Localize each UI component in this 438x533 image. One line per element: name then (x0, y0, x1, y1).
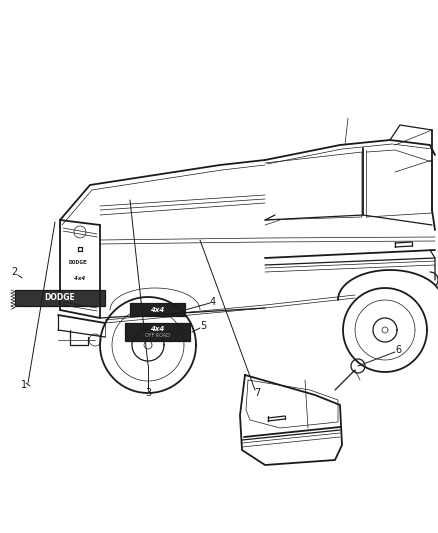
Text: 7: 7 (254, 388, 260, 398)
Text: 4x4: 4x4 (74, 276, 85, 280)
Text: 4x4: 4x4 (150, 326, 165, 332)
Bar (15, 290, 105, 306)
Text: OFF ROAD: OFF ROAD (145, 334, 170, 338)
Text: 5: 5 (200, 321, 206, 331)
Text: 1: 1 (21, 380, 27, 390)
Bar (125, 323, 190, 341)
Bar (130, 303, 185, 316)
Text: 4x4: 4x4 (150, 306, 165, 312)
Text: 3: 3 (145, 388, 151, 398)
Text: DODGE: DODGE (69, 260, 87, 264)
Text: 4: 4 (210, 297, 216, 307)
Text: 6: 6 (395, 345, 401, 355)
Text: 2: 2 (11, 267, 17, 277)
Text: DODGE: DODGE (45, 294, 75, 303)
